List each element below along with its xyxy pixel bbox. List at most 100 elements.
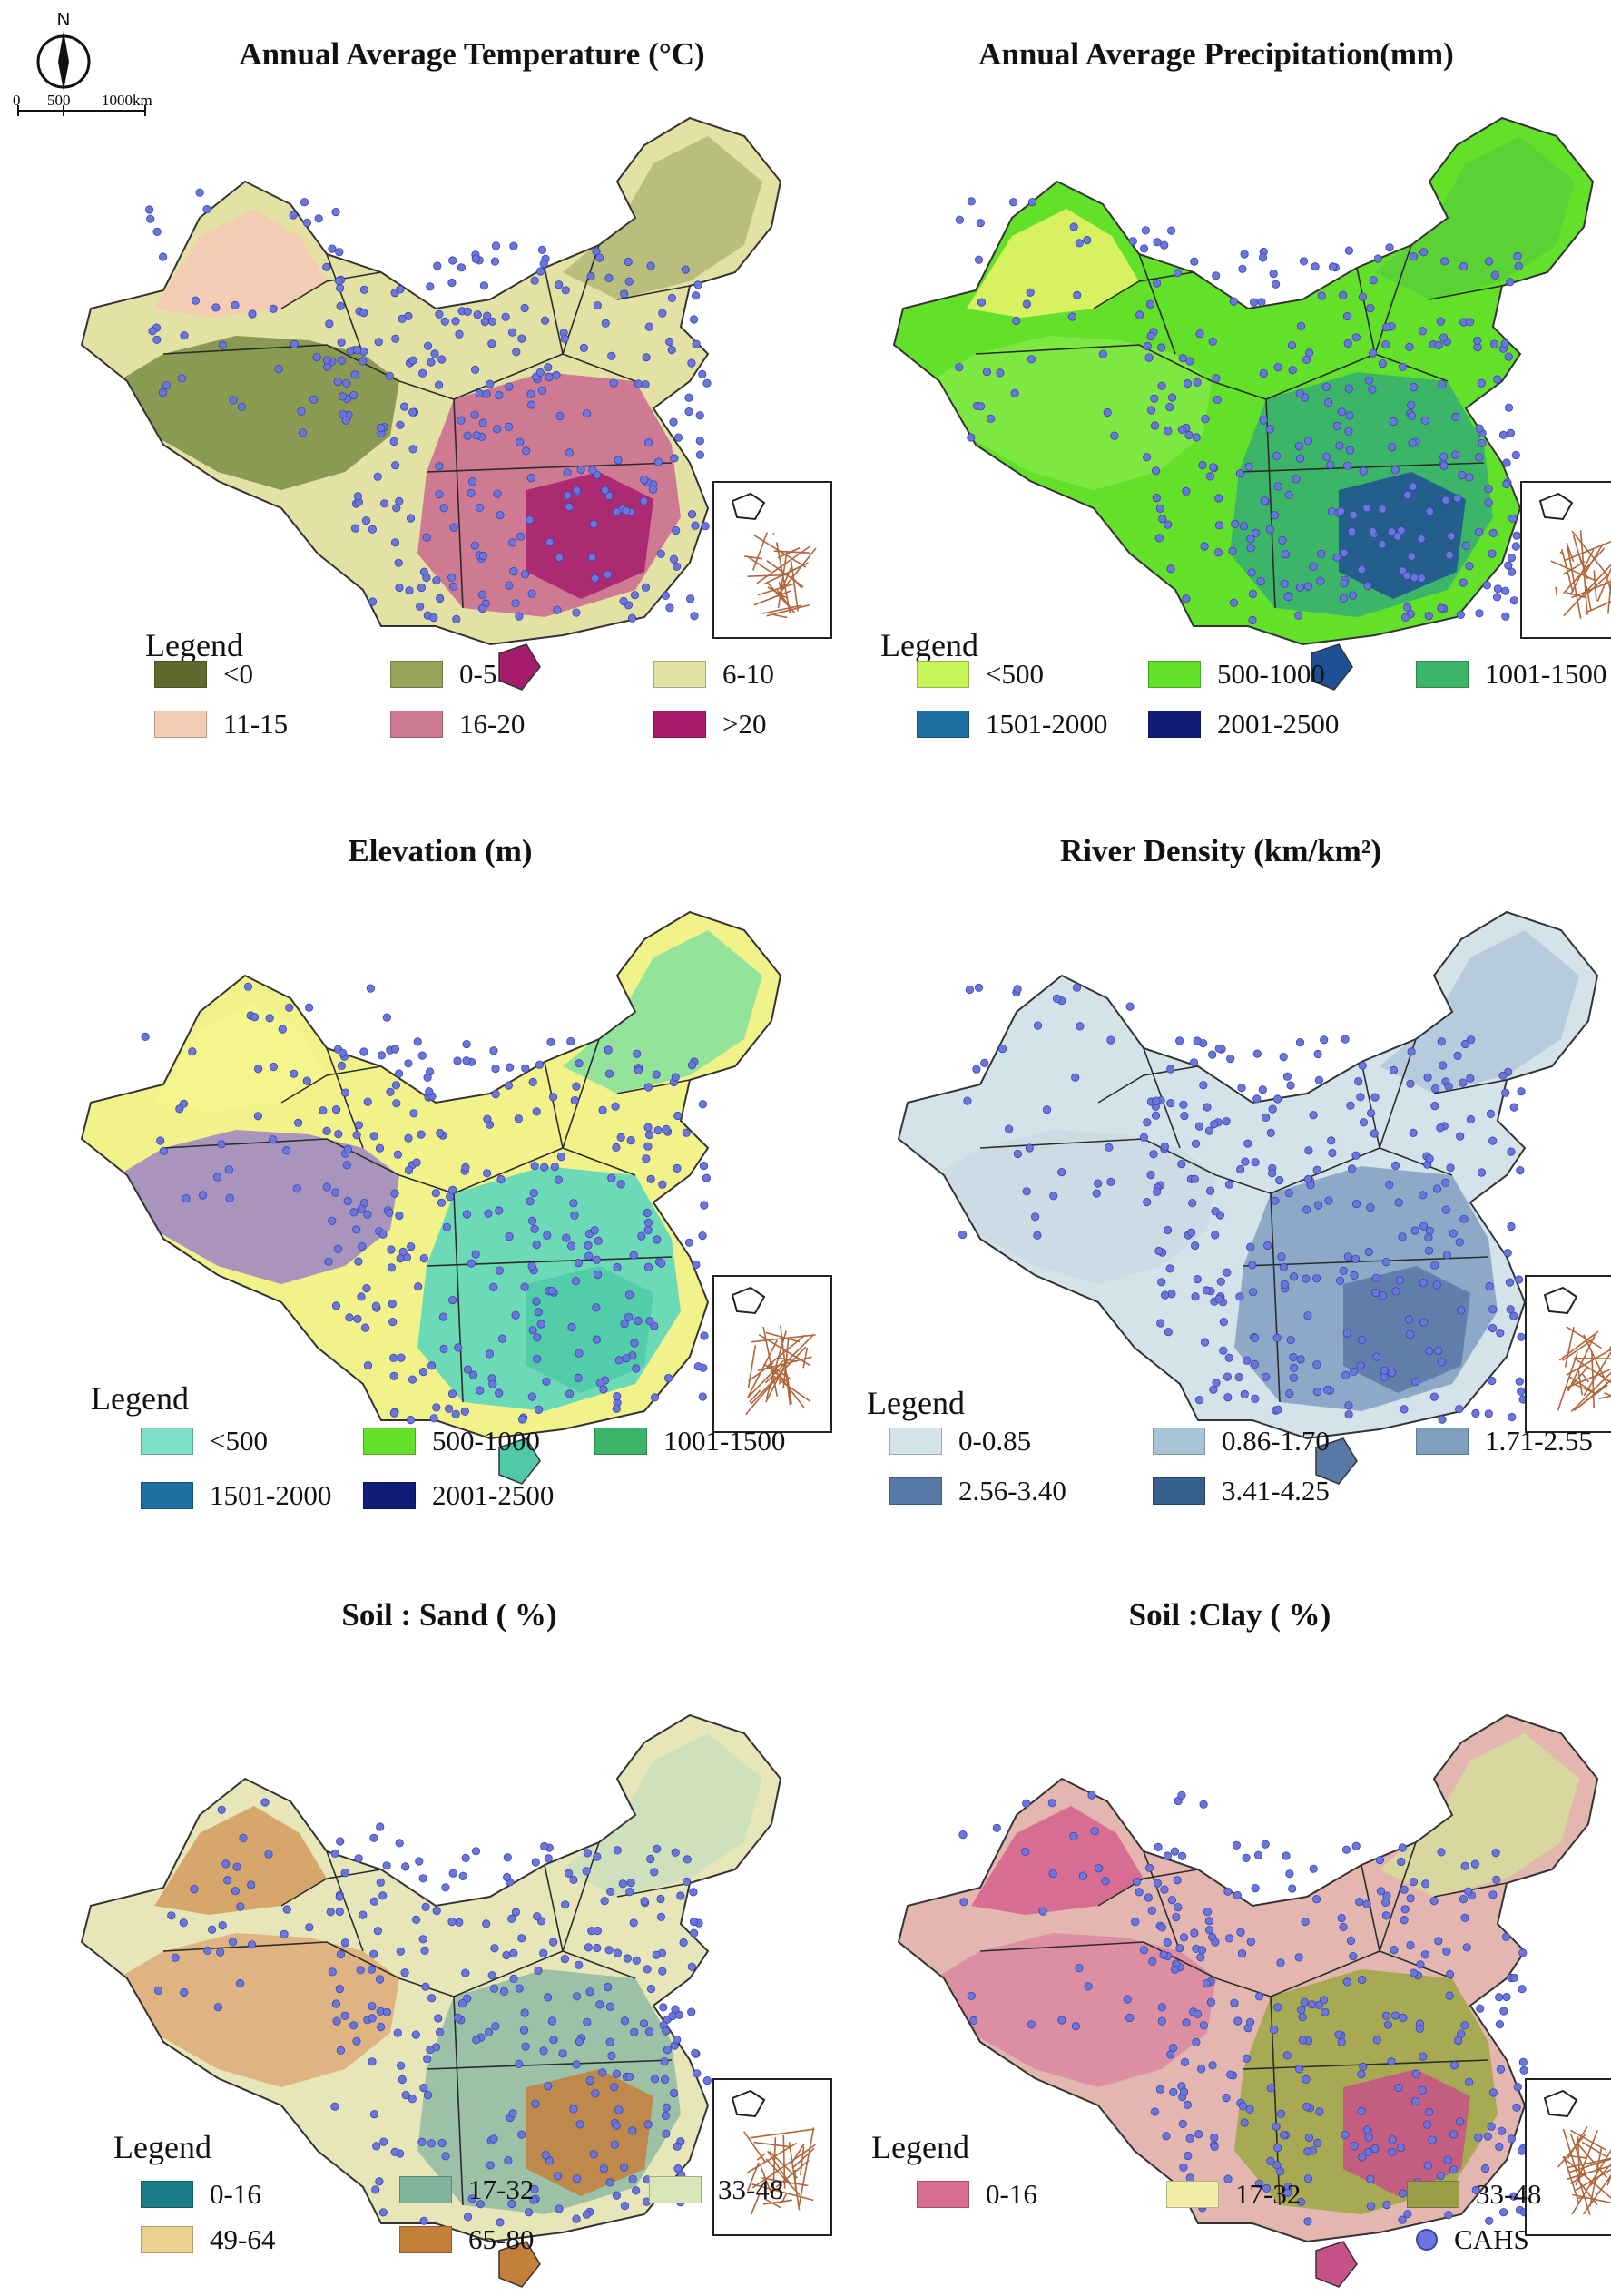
cahs-point [483,390,490,397]
cahs-point [375,339,382,346]
cahs-point [1142,227,1149,234]
cahs-point [333,2017,340,2025]
cahs-point [1107,1036,1115,1044]
cahs-point [1478,439,1486,446]
cahs-point [1349,592,1356,599]
cahs-point [1386,1181,1393,1188]
cahs-point [1058,2016,1066,2024]
cahs-point [360,1048,368,1055]
cahs-point [1407,1330,1414,1338]
cahs-point [1410,1129,1417,1136]
cahs-point [1449,2166,1457,2173]
cahs-point [335,1130,342,1137]
cahs-point [1150,1151,1157,1158]
cahs-point [160,1147,167,1154]
cahs-point [398,2075,406,2083]
cahs-point [1465,1888,1472,1895]
cahs-point [601,486,608,494]
cahs-point [254,1113,261,1120]
cahs-point [294,1119,301,1126]
cahs-point [1352,1152,1360,1159]
cahs-point [1360,1119,1367,1126]
cahs-point [1209,2062,1216,2069]
cahs-point [1443,1251,1450,1259]
cahs-point [1507,429,1514,437]
cahs-point [418,369,426,377]
cahs-point [1313,1361,1321,1369]
cahs-point [346,1314,353,1321]
cahs-point [1072,2023,1079,2030]
cahs-point [573,2061,580,2068]
cahs-point [1351,2142,1358,2149]
cahs-point [1490,340,1498,348]
cahs-point [492,1065,499,1072]
cahs-point [1513,2104,1520,2111]
cahs-point [1459,579,1467,586]
cahs-point [436,2028,443,2036]
cahs-point [1191,1241,1198,1249]
cahs-point [1070,223,1077,231]
cahs-point [1341,1035,1349,1043]
cahs-point [531,277,538,284]
cahs-point [437,1129,444,1136]
cahs-point [1144,342,1151,349]
cahs-point [607,1888,614,1895]
cahs-point [1303,1206,1311,1213]
cahs-point [659,1967,666,1975]
cahs-point [1196,330,1203,338]
cahs-point [389,1318,397,1325]
cahs-point [1237,1165,1244,1173]
cahs-point [1500,2007,1508,2015]
cahs-point [250,1014,258,1021]
cahs-point [702,523,709,530]
cahs-point [631,2028,638,2036]
cahs-point [643,1155,650,1163]
cahs-point [606,2003,614,2010]
cahs-point [1492,1849,1499,1856]
cahs-point [1514,252,1521,260]
cahs-point [265,1850,272,1858]
cahs-point [1070,1832,1077,1840]
cahs-point [1417,1961,1424,1968]
cahs-point [1147,332,1154,339]
cahs-point [1260,369,1267,377]
cahs-point [1382,2012,1390,2019]
cahs-point [1406,343,1413,350]
cahs-point [1338,408,1345,416]
legend-swatch [141,2181,193,2208]
cahs-point [1382,324,1390,331]
cahs-point [1350,511,1357,518]
cahs-point [1410,253,1417,260]
cahs-point [645,323,653,330]
cahs-point [1276,2168,1283,2175]
cahs-point [1475,2134,1482,2141]
cahs-point [461,1408,468,1415]
legend-swatch [390,711,443,738]
cahs-point [1163,2133,1170,2140]
cahs-point [693,340,700,348]
cahs-point [1333,422,1341,429]
legend-label: 1501-2000 [210,1479,331,1512]
cahs-point [368,1966,375,1973]
cahs-point [1174,270,1181,277]
legend-item: 1501-2000 [917,708,1107,741]
cahs-point [1344,1253,1351,1261]
cahs-point [1140,1947,1147,1954]
cahs-point [142,1033,149,1040]
cahs-point [647,1175,654,1182]
legend-swatch [154,711,207,738]
cahs-point [1403,572,1410,579]
cahs-point [370,1898,378,1905]
cahs-point [1091,1828,1098,1835]
cahs-point [1407,1080,1414,1087]
cahs-point [548,2017,555,2025]
cahs-point [1443,1948,1450,1955]
cahs-point [1290,1364,1297,1371]
cahs-point [642,380,649,388]
legend-label: 500-1000 [1217,658,1325,691]
cahs-point [270,305,277,312]
cahs-point [1191,1929,1198,1937]
legend-label: 500-1000 [432,1425,540,1457]
cahs-point [1510,1104,1518,1111]
cahs-point [1143,454,1150,461]
